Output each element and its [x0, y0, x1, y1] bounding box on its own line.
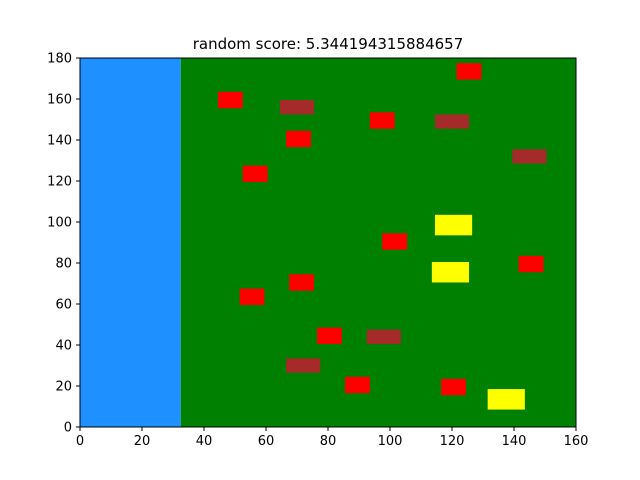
- x-tick-label: 40: [196, 434, 213, 449]
- y-axis: 0 20 40 60 80 100 120 140 160 180: [47, 52, 80, 436]
- brown-block: [286, 358, 321, 373]
- y-tick-label: 40: [55, 339, 72, 354]
- brown-block: [366, 329, 401, 344]
- y-tick-label: 20: [55, 380, 72, 395]
- x-tick-label: 20: [134, 434, 151, 449]
- brown-block: [434, 114, 470, 129]
- y-tick-label: 0: [64, 421, 72, 436]
- x-axis: 0 20 40 60 80 100 120 140 160: [76, 427, 589, 449]
- region-water: [80, 58, 181, 427]
- red-block: [456, 63, 482, 80]
- red-block: [345, 376, 370, 394]
- x-tick-label: 100: [378, 434, 403, 449]
- red-block: [317, 327, 342, 344]
- y-tick-label: 160: [47, 93, 72, 108]
- red-block: [286, 130, 311, 148]
- red-block: [518, 255, 544, 273]
- y-tick-label: 140: [47, 134, 72, 149]
- yellow-block: [431, 261, 470, 283]
- brown-block: [512, 149, 547, 164]
- yellow-block: [434, 214, 473, 236]
- red-block: [441, 378, 466, 396]
- x-tick-label: 60: [258, 434, 275, 449]
- x-tick-label: 80: [320, 434, 337, 449]
- red-block: [239, 288, 265, 306]
- x-tick-label: 0: [76, 434, 84, 449]
- map-objects: [217, 63, 547, 410]
- brown-block: [279, 100, 315, 115]
- red-block: [242, 165, 268, 183]
- red-block: [217, 91, 243, 109]
- x-tick-label: 120: [440, 434, 465, 449]
- x-tick-label: 140: [502, 434, 527, 449]
- y-tick-label: 80: [55, 257, 72, 272]
- y-tick-label: 120: [47, 175, 72, 190]
- map-regions: [80, 58, 576, 427]
- y-tick-label: 60: [55, 298, 72, 313]
- red-block: [289, 274, 315, 291]
- yellow-block: [487, 389, 525, 410]
- red-block: [382, 233, 408, 250]
- red-block: [369, 112, 395, 129]
- chart-title: random score: 5.344194315884657: [193, 35, 464, 53]
- y-tick-label: 100: [47, 216, 72, 231]
- y-tick-label: 180: [47, 52, 72, 67]
- x-tick-label: 160: [564, 434, 589, 449]
